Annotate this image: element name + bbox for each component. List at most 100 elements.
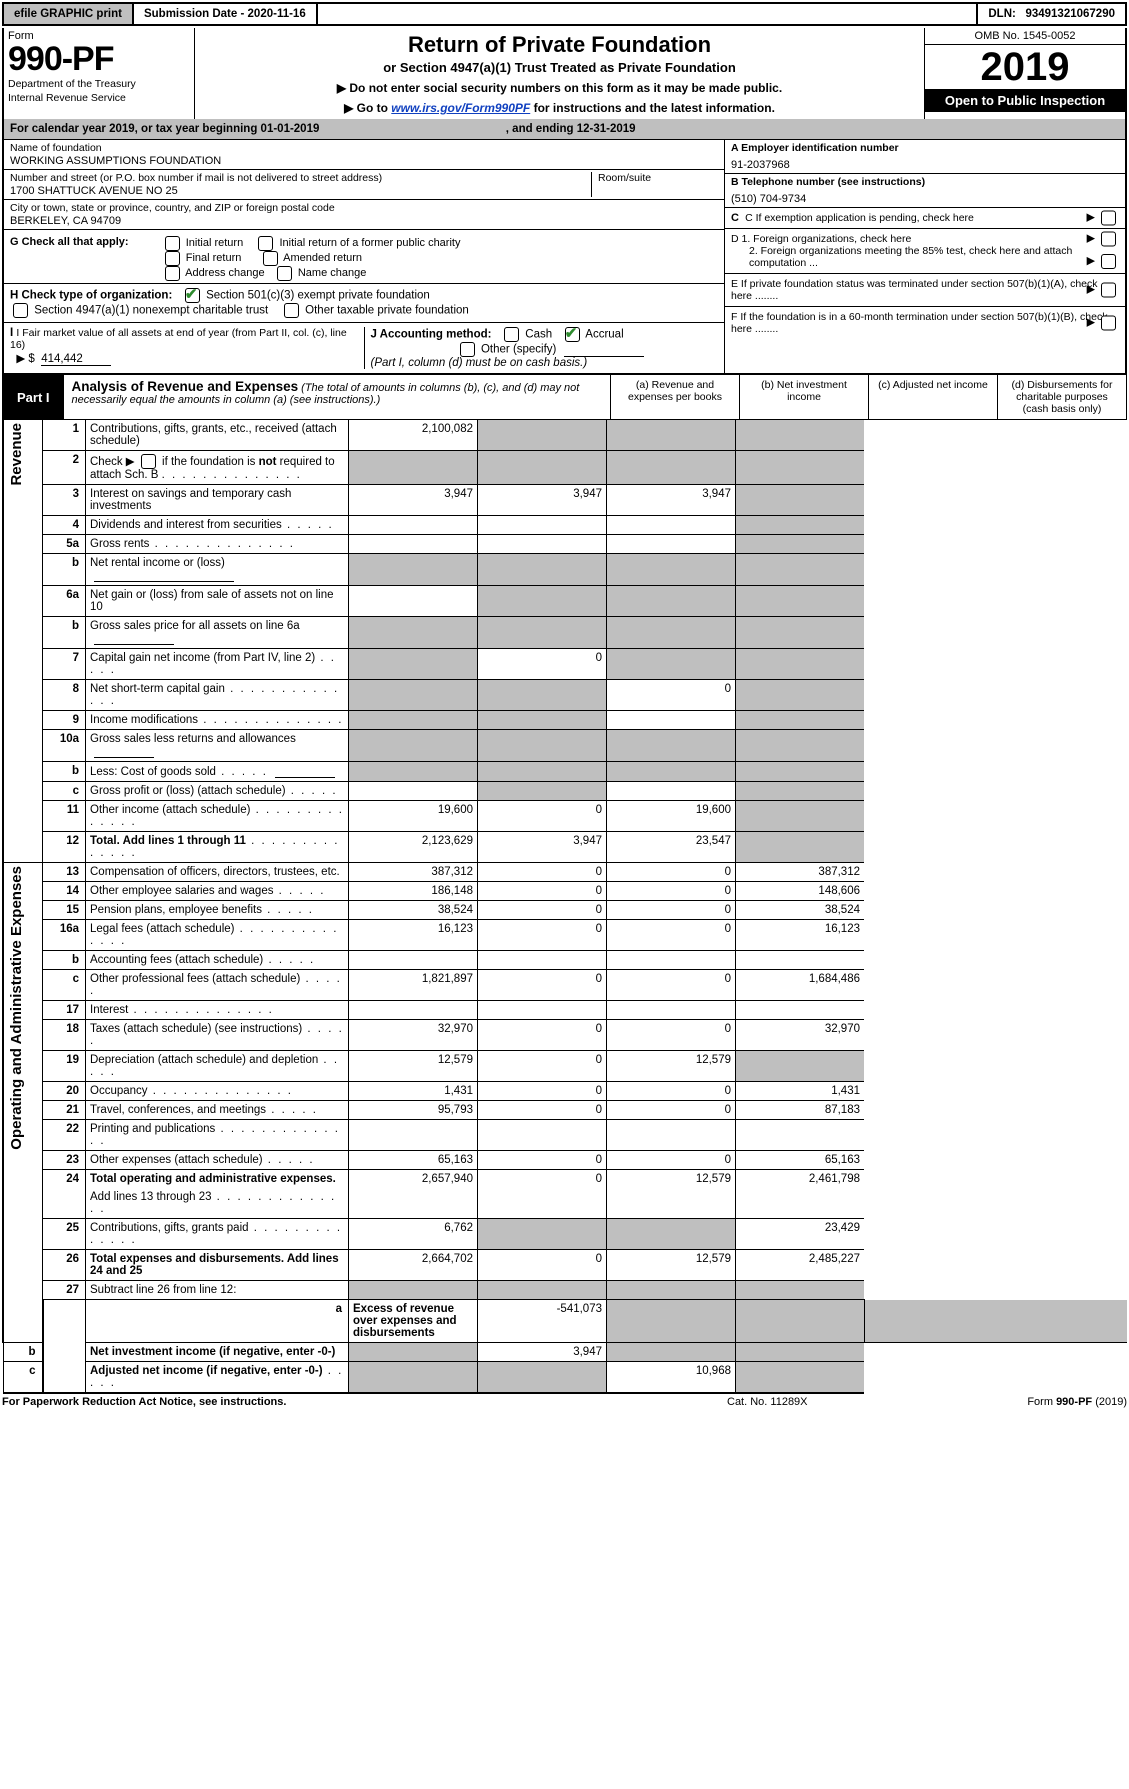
chk-address-change[interactable] bbox=[165, 266, 180, 281]
chk-other-taxable[interactable] bbox=[284, 303, 299, 318]
r9-c bbox=[607, 711, 736, 730]
r27a-num: a bbox=[86, 1300, 349, 1343]
note2-post: for instructions and the latest informat… bbox=[534, 101, 775, 115]
r3-b: 3,947 bbox=[478, 485, 607, 516]
r3-desc: Interest on savings and temporary cash i… bbox=[86, 485, 349, 516]
dln-label: DLN: bbox=[988, 8, 1015, 20]
r27a-desc: Excess of revenue over expenses and disb… bbox=[349, 1300, 478, 1343]
r6b-desc: Gross sales price for all assets on line… bbox=[86, 617, 349, 649]
chk-accrual[interactable] bbox=[565, 327, 580, 342]
chk-final-return[interactable] bbox=[165, 251, 180, 266]
top-bar: efile GRAPHIC print Submission Date - 20… bbox=[2, 2, 1127, 26]
phone-row: B Telephone number (see instructions) (5… bbox=[725, 174, 1125, 208]
r22-desc: Printing and publications bbox=[86, 1120, 349, 1151]
topbar-spacer bbox=[318, 4, 977, 24]
r2-a bbox=[349, 451, 478, 485]
address-value: 1700 SHATTUCK AVENUE NO 25 bbox=[10, 185, 591, 197]
r13-d: 387,312 bbox=[736, 863, 865, 882]
ij-row: I I Fair market value of all assets at e… bbox=[4, 323, 724, 373]
r23-c: 0 bbox=[607, 1151, 736, 1170]
chk-initial-former[interactable] bbox=[258, 236, 273, 251]
r20-c: 0 bbox=[607, 1082, 736, 1101]
r17-num: 17 bbox=[43, 1001, 86, 1020]
phone-label: B Telephone number (see instructions) bbox=[731, 176, 925, 188]
open-to-public: Open to Public Inspection bbox=[925, 89, 1125, 112]
chk-4947a1[interactable] bbox=[13, 303, 28, 318]
chk-amended[interactable] bbox=[263, 251, 278, 266]
r10c-desc: Gross profit or (loss) (attach schedule) bbox=[86, 782, 349, 801]
r11-num: 11 bbox=[43, 801, 86, 832]
g-name-change: Name change bbox=[298, 267, 367, 279]
r17-c bbox=[607, 1001, 736, 1020]
chk-initial-return[interactable] bbox=[165, 236, 180, 251]
r10b-c bbox=[607, 762, 736, 782]
r10a-b bbox=[478, 730, 607, 762]
r9-num: 9 bbox=[43, 711, 86, 730]
r10b-d bbox=[736, 762, 865, 782]
r3-c: 3,947 bbox=[607, 485, 736, 516]
r24-desc: Total operating and administrative expen… bbox=[86, 1170, 349, 1189]
chk-c[interactable] bbox=[1101, 211, 1116, 226]
dln-cell: DLN: 93491321067290 bbox=[976, 4, 1125, 24]
chk-d2[interactable] bbox=[1101, 254, 1116, 269]
r10c-c bbox=[607, 782, 736, 801]
r13-a: 387,312 bbox=[349, 863, 478, 882]
r27c-c: 10,968 bbox=[607, 1362, 736, 1394]
r16a-d: 16,123 bbox=[736, 920, 865, 951]
r10b-desc: Less: Cost of goods sold bbox=[86, 762, 349, 782]
chk-other-method[interactable] bbox=[460, 342, 475, 357]
r21-b: 0 bbox=[478, 1101, 607, 1120]
r15-b: 0 bbox=[478, 901, 607, 920]
r16b-num: b bbox=[43, 951, 86, 970]
g-final-return: Final return bbox=[186, 252, 242, 264]
r26-c: 12,579 bbox=[607, 1250, 736, 1281]
row-26: 26 Total expenses and disbursements. Add… bbox=[3, 1250, 1127, 1281]
r5a-num: 5a bbox=[43, 535, 86, 554]
r1-c bbox=[607, 420, 736, 451]
r24-num: 24 bbox=[43, 1170, 86, 1219]
r18-a: 32,970 bbox=[349, 1020, 478, 1051]
r5a-c bbox=[607, 535, 736, 554]
c-row: C C If exemption application is pending,… bbox=[725, 208, 1125, 229]
r10c-d bbox=[736, 782, 865, 801]
r16c-num: c bbox=[43, 970, 86, 1001]
r14-c: 0 bbox=[607, 882, 736, 901]
chk-501c3[interactable] bbox=[185, 288, 200, 303]
row-12: 12 Total. Add lines 1 through 11 2,123,6… bbox=[3, 832, 1127, 863]
row-2: 2 Check ▶ if the foundation is not requi… bbox=[3, 451, 1127, 485]
chk-d1[interactable] bbox=[1101, 232, 1116, 247]
chk-name-change[interactable] bbox=[277, 266, 292, 281]
dept-treasury: Department of the Treasury bbox=[4, 76, 194, 90]
g-initial-former: Initial return of a former public charit… bbox=[280, 237, 461, 249]
r1-num: 1 bbox=[43, 420, 86, 451]
row-21: 21 Travel, conferences, and meetings 95,… bbox=[3, 1101, 1127, 1120]
row-27: 27 Subtract line 26 from line 12: bbox=[3, 1281, 1127, 1300]
r8-desc: Net short-term capital gain bbox=[86, 680, 349, 711]
chk-e[interactable] bbox=[1101, 283, 1116, 298]
r25-d: 23,429 bbox=[736, 1219, 865, 1250]
row-10a: 10a Gross sales less returns and allowan… bbox=[3, 730, 1127, 762]
cal-pre: For calendar year 2019, or tax year begi… bbox=[10, 123, 261, 135]
r7-num: 7 bbox=[43, 649, 86, 680]
r12-b: 3,947 bbox=[478, 832, 607, 863]
chk-cash[interactable] bbox=[504, 327, 519, 342]
header-right: OMB No. 1545-0052 2019 Open to Public In… bbox=[924, 28, 1125, 119]
r21-a: 95,793 bbox=[349, 1101, 478, 1120]
irs-link[interactable]: www.irs.gov/Form990PF bbox=[391, 101, 530, 115]
r22-a bbox=[349, 1120, 478, 1151]
g-label: G Check all that apply: bbox=[10, 236, 129, 248]
r14-a: 186,148 bbox=[349, 882, 478, 901]
header-row: Form 990-PF Department of the Treasury I… bbox=[2, 28, 1127, 119]
room-label: Room/suite bbox=[598, 172, 718, 184]
r18-desc: Taxes (attach schedule) (see instruction… bbox=[86, 1020, 349, 1051]
expenses-side-label: Operating and Administrative Expenses bbox=[8, 866, 25, 1150]
tax-year: 2019 bbox=[925, 45, 1125, 89]
r23-a: 65,163 bbox=[349, 1151, 478, 1170]
r19-a: 12,579 bbox=[349, 1051, 478, 1082]
chk-sch-b[interactable] bbox=[141, 454, 156, 469]
expenses-side: Operating and Administrative Expenses bbox=[3, 863, 43, 1343]
r16c-b: 0 bbox=[478, 970, 607, 1001]
chk-f[interactable] bbox=[1101, 316, 1116, 331]
efile-button[interactable]: efile GRAPHIC print bbox=[4, 4, 134, 24]
r23-b: 0 bbox=[478, 1151, 607, 1170]
